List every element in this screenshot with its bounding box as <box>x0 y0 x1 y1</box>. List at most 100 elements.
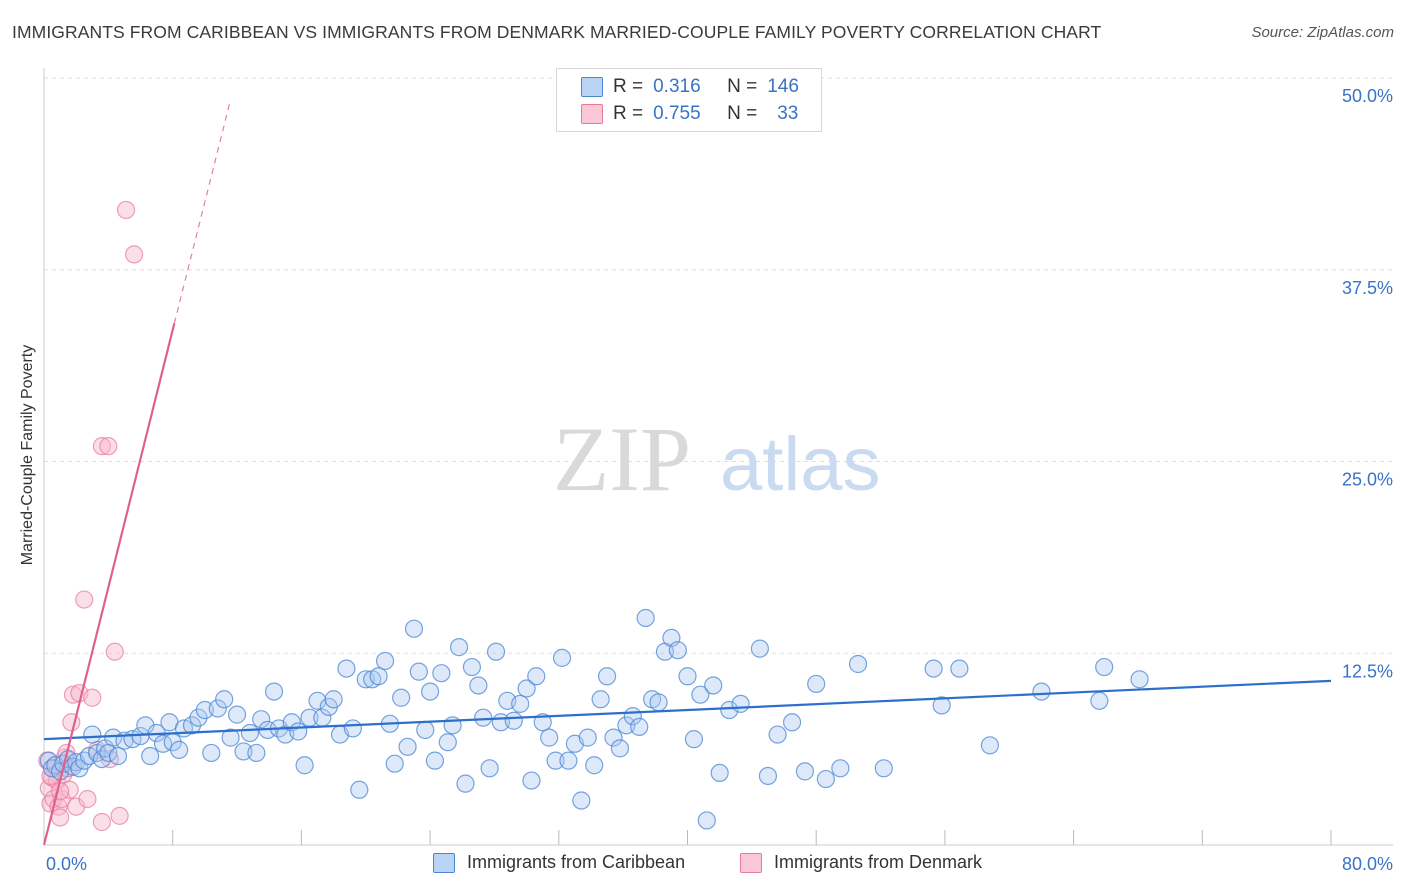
caribbean-point <box>289 722 308 741</box>
bottom-legend-label-denmark: Immigrants from Denmark <box>774 852 983 872</box>
caribbean-point <box>282 713 301 732</box>
x-tick-label-max: 80.0% <box>1342 854 1393 874</box>
legend-row-caribbean: R = 0.316 N = 146 <box>581 74 799 100</box>
caribbean-point <box>392 688 411 707</box>
caribbean-point <box>432 664 451 683</box>
caribbean-point <box>750 639 769 658</box>
caribbean-point <box>704 676 723 695</box>
legend-row-denmark: R = 0.755 N = 33 <box>581 101 798 127</box>
bottom-legend-swatch-caribbean <box>433 852 455 873</box>
caribbean-point <box>540 728 559 747</box>
caribbean-point <box>247 743 266 763</box>
caribbean-point <box>252 710 271 729</box>
caribbean-point <box>240 723 260 743</box>
denmark-point <box>50 782 70 801</box>
caribbean-point <box>816 769 835 789</box>
caribbean-point <box>533 713 552 732</box>
caribbean-point <box>456 774 475 793</box>
tick-labels: 12.5% 25.0% 37.5% 50.0% 0.0% 80.0% <box>46 86 1393 874</box>
caribbean-point <box>924 659 943 678</box>
caribbean-point <box>807 674 826 694</box>
caribbean-point <box>1032 682 1051 701</box>
caribbean-points <box>39 608 1149 830</box>
caribbean-point <box>511 694 530 713</box>
caribbean-point <box>337 659 356 678</box>
caribbean-point <box>108 746 128 766</box>
caribbean-point <box>504 711 523 730</box>
legend-n-label: N = <box>727 76 758 97</box>
caribbean-point <box>308 691 327 710</box>
caribbean-point <box>227 705 247 724</box>
caribbean-point <box>398 737 417 756</box>
caribbean-point <box>295 756 314 775</box>
bottom-legend-swatch-denmark <box>740 852 762 873</box>
caribbean-point <box>697 811 716 830</box>
caribbean-point <box>831 759 850 778</box>
denmark-point <box>41 766 60 786</box>
caribbean-point <box>1090 691 1109 710</box>
caribbean-point <box>731 694 750 713</box>
denmark-point <box>99 437 118 456</box>
caribbean-point <box>552 648 572 667</box>
caribbean-point <box>421 682 440 701</box>
caribbean-point <box>350 780 369 799</box>
caribbean-point <box>486 642 506 661</box>
watermark-atlas: atlas <box>720 422 881 507</box>
caribbean-point <box>758 766 778 786</box>
caribbean-point <box>1130 670 1149 689</box>
legend-box: R = 0.316 N = 146 R = 0.755 N = 33 <box>556 68 822 132</box>
caribbean-point <box>202 743 221 763</box>
caribbean-point <box>208 699 227 718</box>
axes <box>43 68 1393 846</box>
chart-title: IMMIGRANTS FROM CARIBBEAN VS IMMIGRANTS … <box>12 22 1102 42</box>
legend-swatch-caribbean <box>581 77 603 97</box>
caribbean-point <box>684 730 704 749</box>
caribbean-point <box>409 662 428 681</box>
trend-lines <box>42 99 1332 846</box>
caribbean-point <box>449 638 469 657</box>
caribbean-point <box>782 713 802 732</box>
denmark-point <box>62 713 81 732</box>
caribbean-point <box>980 736 1000 755</box>
caribbean-point <box>720 700 739 720</box>
caribbean-point <box>1095 657 1114 677</box>
caribbean-point <box>678 667 697 686</box>
caribbean-point <box>591 690 610 709</box>
caribbean-point <box>604 728 623 747</box>
caribbean-point <box>578 728 597 747</box>
caribbean-point <box>950 659 969 678</box>
caribbean-point <box>691 685 710 704</box>
caribbean-point <box>221 728 240 747</box>
caribbean-point <box>83 725 102 744</box>
caribbean-point <box>264 682 284 701</box>
caribbean-point <box>932 696 951 715</box>
bottom-legend-denmark: Immigrants from Denmark <box>740 852 982 873</box>
denmark-point <box>50 808 70 827</box>
caribbean-point <box>874 759 893 778</box>
caribbean-point <box>474 708 493 727</box>
caribbean-point <box>668 641 687 660</box>
caribbean-point <box>343 719 362 738</box>
caribbean-point <box>469 676 488 695</box>
caribbean-point <box>517 679 536 698</box>
caribbean-point <box>141 746 160 766</box>
legend-r-value: 0.316 <box>653 76 701 97</box>
denmark-point <box>105 642 124 661</box>
watermark-zip: ZIP <box>553 408 691 510</box>
bottom-legend-caribbean: Immigrants from Caribbean <box>433 852 685 873</box>
caribbean-point <box>522 771 541 790</box>
caribbean-point <box>649 693 668 712</box>
caribbean-trend-line <box>43 679 1332 741</box>
caribbean-point <box>610 739 630 758</box>
caribbean-point <box>572 791 591 810</box>
caribbean-point <box>630 717 649 736</box>
caribbean-point <box>527 667 546 686</box>
denmark-point <box>75 590 94 609</box>
denmark-point <box>116 200 136 220</box>
caribbean-point <box>559 751 578 770</box>
source-credit: Source: ZipAtlas.com <box>1251 24 1394 41</box>
denmark-point <box>92 437 112 456</box>
denmark-point <box>124 245 144 264</box>
legend-swatch-denmark <box>581 104 603 124</box>
